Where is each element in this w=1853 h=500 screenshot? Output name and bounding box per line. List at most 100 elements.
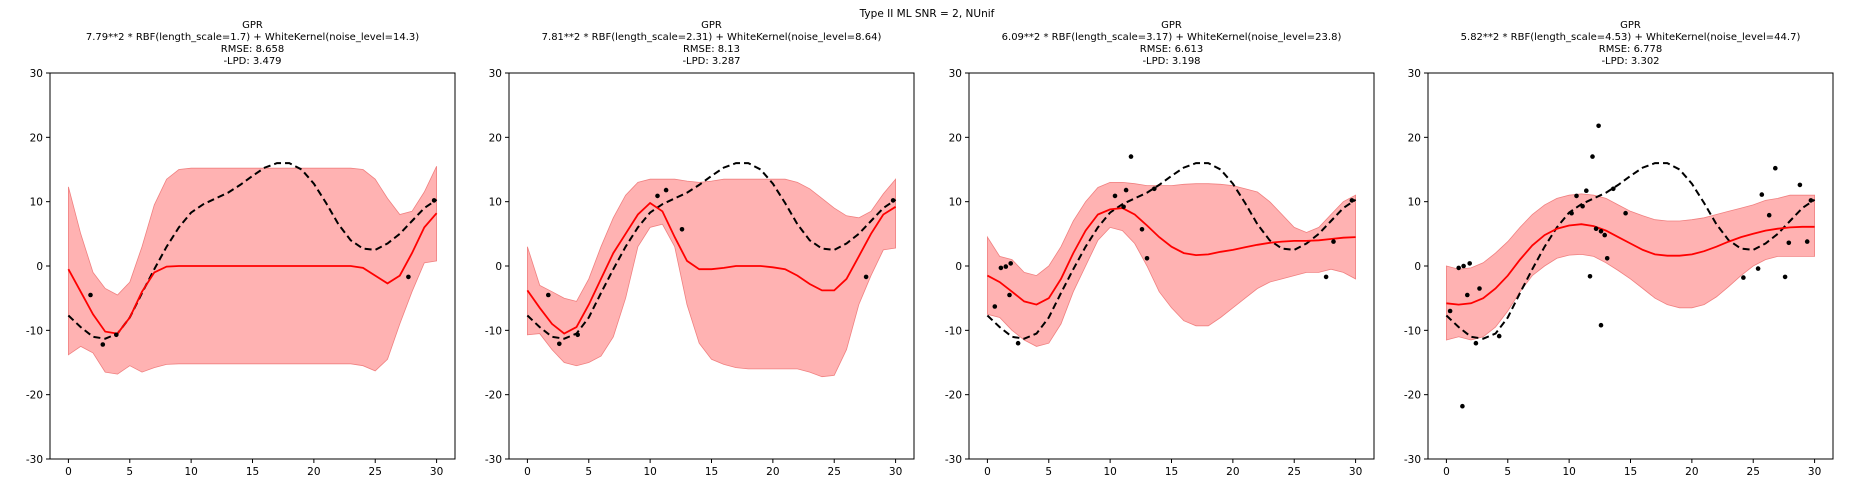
- x-tick-label: 15: [1624, 466, 1637, 478]
- predictive-mean-line: [986, 207, 1356, 306]
- y-tick-label: 20: [489, 132, 502, 144]
- suptitle: Type II ML SNR = 2, NUnif: [859, 8, 995, 20]
- true-function-line: [526, 162, 897, 340]
- x-tick-label: 0: [1443, 466, 1450, 478]
- data-point: [1766, 212, 1772, 218]
- x-tick-label: 30: [430, 466, 443, 478]
- data-point: [431, 198, 437, 203]
- data-point: [998, 265, 1004, 271]
- y-tick-label: -30: [26, 454, 43, 466]
- y-tick-label: 10: [1408, 197, 1421, 209]
- true-function-line: [1445, 162, 1816, 340]
- y-tick-label: 30: [949, 68, 962, 80]
- data-point: [1590, 154, 1595, 159]
- y-tick-label: 10: [949, 197, 962, 209]
- y-tick-label: -30: [945, 454, 962, 466]
- data-point: [1574, 193, 1579, 199]
- data-point: [1323, 274, 1329, 280]
- subplot-title-line: -LPD: 3.302: [1601, 56, 1659, 67]
- x-tick-label: 10: [643, 466, 656, 478]
- y-tick-label: -30: [485, 454, 502, 466]
- predictive-mean-line: [526, 201, 897, 335]
- data-point: [1782, 274, 1788, 280]
- subplot-title-line: -LPD: 3.287: [682, 56, 740, 67]
- data-point: [1808, 198, 1814, 203]
- x-tick-label: 10: [1562, 466, 1575, 478]
- data-point: [1128, 154, 1134, 159]
- data-point: [663, 187, 669, 193]
- data-point: [1604, 255, 1610, 261]
- data-point: [1123, 187, 1129, 193]
- data-point: [1349, 198, 1355, 203]
- data-point: [679, 227, 685, 232]
- data-point: [406, 274, 411, 280]
- subplot-title-line: GPR: [242, 20, 263, 31]
- x-tick-label: 20: [1226, 466, 1239, 478]
- y-tick-label: 0: [36, 261, 43, 273]
- data-point: [1755, 266, 1761, 271]
- x-tick-label: 25: [369, 466, 382, 478]
- data-point: [1152, 186, 1157, 192]
- data-point: [1623, 210, 1628, 216]
- x-tick-label: 20: [307, 466, 320, 478]
- predictive-mean-line: [1446, 223, 1815, 306]
- x-tick-label: 25: [1747, 466, 1760, 478]
- data-point: [1477, 286, 1482, 291]
- x-tick-label: 20: [1685, 466, 1698, 478]
- data-point: [1460, 403, 1465, 409]
- subplot-title-line: -LPD: 3.198: [1142, 56, 1200, 67]
- confidence-band: [527, 178, 896, 378]
- y-tick-label: -30: [1404, 454, 1421, 466]
- subplot-title-line: 7.79**2 * RBF(length_scale=1.7) + WhiteK…: [86, 32, 419, 43]
- data-point: [1741, 275, 1746, 280]
- data-point: [1596, 123, 1601, 129]
- confidence-band: [987, 182, 1356, 347]
- y-tick-label: -20: [485, 390, 502, 402]
- data-point: [1584, 188, 1589, 193]
- subplot-title-line: 6.09**2 * RBF(length_scale=3.17) + White…: [1002, 32, 1342, 43]
- data-point: [1587, 274, 1593, 279]
- data-point: [88, 292, 93, 298]
- data-point: [1112, 193, 1118, 199]
- y-tick-label: -10: [485, 325, 502, 337]
- y-tick-label: 20: [1408, 132, 1421, 144]
- data-point: [1759, 192, 1765, 197]
- x-tick-label: 30: [889, 466, 902, 478]
- data-point: [1461, 263, 1466, 269]
- data-point: [1331, 239, 1336, 244]
- y-tick-label: 20: [30, 132, 43, 144]
- data-point: [1003, 264, 1009, 269]
- x-tick-label: 10: [1103, 466, 1116, 478]
- data-point: [890, 198, 896, 203]
- data-point: [863, 274, 869, 280]
- data-point: [1465, 292, 1470, 298]
- data-point: [1569, 210, 1574, 216]
- x-tick-label: 0: [65, 466, 72, 478]
- y-tick-label: -20: [26, 390, 43, 402]
- x-tick-label: 5: [585, 466, 592, 478]
- data-point: [1598, 229, 1604, 234]
- y-tick-label: 0: [495, 261, 502, 273]
- data-point: [1580, 203, 1585, 209]
- data-point: [1139, 227, 1145, 232]
- y-tick-label: 30: [1408, 68, 1421, 80]
- y-tick-label: 10: [30, 197, 43, 209]
- data-point: [655, 193, 660, 199]
- data-point: [1015, 340, 1021, 346]
- data-point: [1786, 240, 1792, 246]
- x-tick-label: 25: [828, 466, 841, 478]
- data-point: [1007, 292, 1012, 298]
- subplot-title-line: 7.81**2 * RBF(length_scale=2.31) + White…: [542, 32, 882, 43]
- y-tick-label: -20: [945, 390, 962, 402]
- x-tick-label: 5: [1504, 466, 1511, 478]
- x-tick-label: 0: [984, 466, 991, 478]
- y-tick-label: -10: [945, 325, 962, 337]
- subplot-title-line: RMSE: 6.613: [1140, 44, 1203, 55]
- x-tick-label: 15: [246, 466, 259, 478]
- subplot-title-line: GPR: [701, 20, 722, 31]
- y-tick-label: -10: [26, 325, 43, 337]
- confidence-band: [68, 166, 437, 375]
